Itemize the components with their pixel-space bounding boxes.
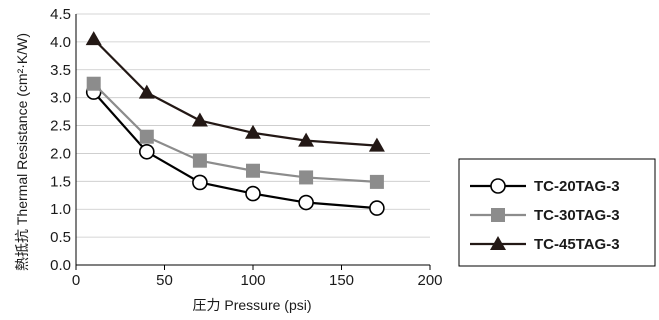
x-tick-label: 0 — [72, 272, 80, 289]
y-tick-label: 3.0 — [50, 90, 71, 107]
x-tick-label: 100 — [240, 272, 265, 289]
series-group — [85, 31, 385, 216]
y-tick-label: 1.5 — [50, 173, 71, 190]
data-point-tc-45tag-3 — [245, 124, 261, 139]
legend-marker-tc-45tag-3 — [490, 236, 506, 250]
data-point-tc-45tag-3 — [298, 132, 315, 147]
legend-marker-tc-20tag-3 — [490, 178, 506, 194]
data-point-tc-20tag-3 — [369, 200, 385, 216]
y-tick-label: 1.0 — [50, 201, 71, 218]
data-point-tc-45tag-3 — [85, 31, 102, 46]
x-tick-label: 200 — [417, 272, 442, 289]
legend: TC-20TAG-3 TC-30TAG-3 TC-45TAG-3 — [458, 158, 656, 267]
x-axis-title: 圧力 Pressure (psi) — [192, 297, 311, 313]
y-tick-label: 4.5 — [50, 6, 71, 23]
data-point-tc-30tag-3 — [299, 170, 314, 185]
y-tick-label: 4.0 — [50, 34, 71, 51]
data-point-tc-30tag-3 — [139, 129, 154, 144]
data-point-tc-30tag-3 — [192, 153, 207, 168]
legend-marker-tc-30tag-3 — [491, 208, 505, 222]
data-point-tc-30tag-3 — [369, 174, 384, 189]
data-point-tc-45tag-3 — [191, 112, 208, 127]
series-line-tc-30tag-3 — [92, 82, 377, 183]
data-point-tc-20tag-3 — [192, 174, 208, 191]
x-tick-label: 150 — [329, 272, 354, 289]
series-line-tc-45tag-3 — [92, 38, 377, 147]
axes — [75, 14, 431, 270]
y-tick-labels: 0.0 0.5 1.0 1.5 2.0 2.5 3.0 3.5 4.0 4.5 — [50, 6, 71, 274]
series-line-tc-20tag-3 — [92, 91, 377, 210]
legend-label-tc-45tag-3: TC-45TAG-3 — [534, 236, 620, 253]
data-point-tc-20tag-3 — [245, 185, 261, 202]
data-point-tc-45tag-3 — [138, 84, 155, 99]
y-tick-label: 0.0 — [50, 257, 71, 274]
y-tick-label: 2.5 — [50, 118, 71, 135]
x-tick-labels: 0 50 100 150 200 — [72, 272, 443, 289]
y-tick-label: 3.5 — [50, 62, 71, 79]
data-point-tc-45tag-3 — [368, 137, 385, 152]
y-tick-label: 0.5 — [50, 229, 71, 246]
legend-label-tc-20tag-3: TC-20TAG-3 — [534, 178, 620, 195]
legend-label-tc-30tag-3: TC-30TAG-3 — [534, 207, 620, 224]
x-tick-label: 50 — [156, 272, 173, 289]
data-point-tc-20tag-3 — [139, 143, 155, 160]
data-point-tc-20tag-3 — [298, 194, 314, 211]
data-point-tc-30tag-3 — [86, 76, 101, 91]
y-tick-label: 2.0 — [50, 145, 71, 162]
data-point-tc-30tag-3 — [246, 163, 260, 178]
y-axis-title: 熱抵抗 Thermal Resistance (cm²·K/W) — [14, 33, 30, 271]
